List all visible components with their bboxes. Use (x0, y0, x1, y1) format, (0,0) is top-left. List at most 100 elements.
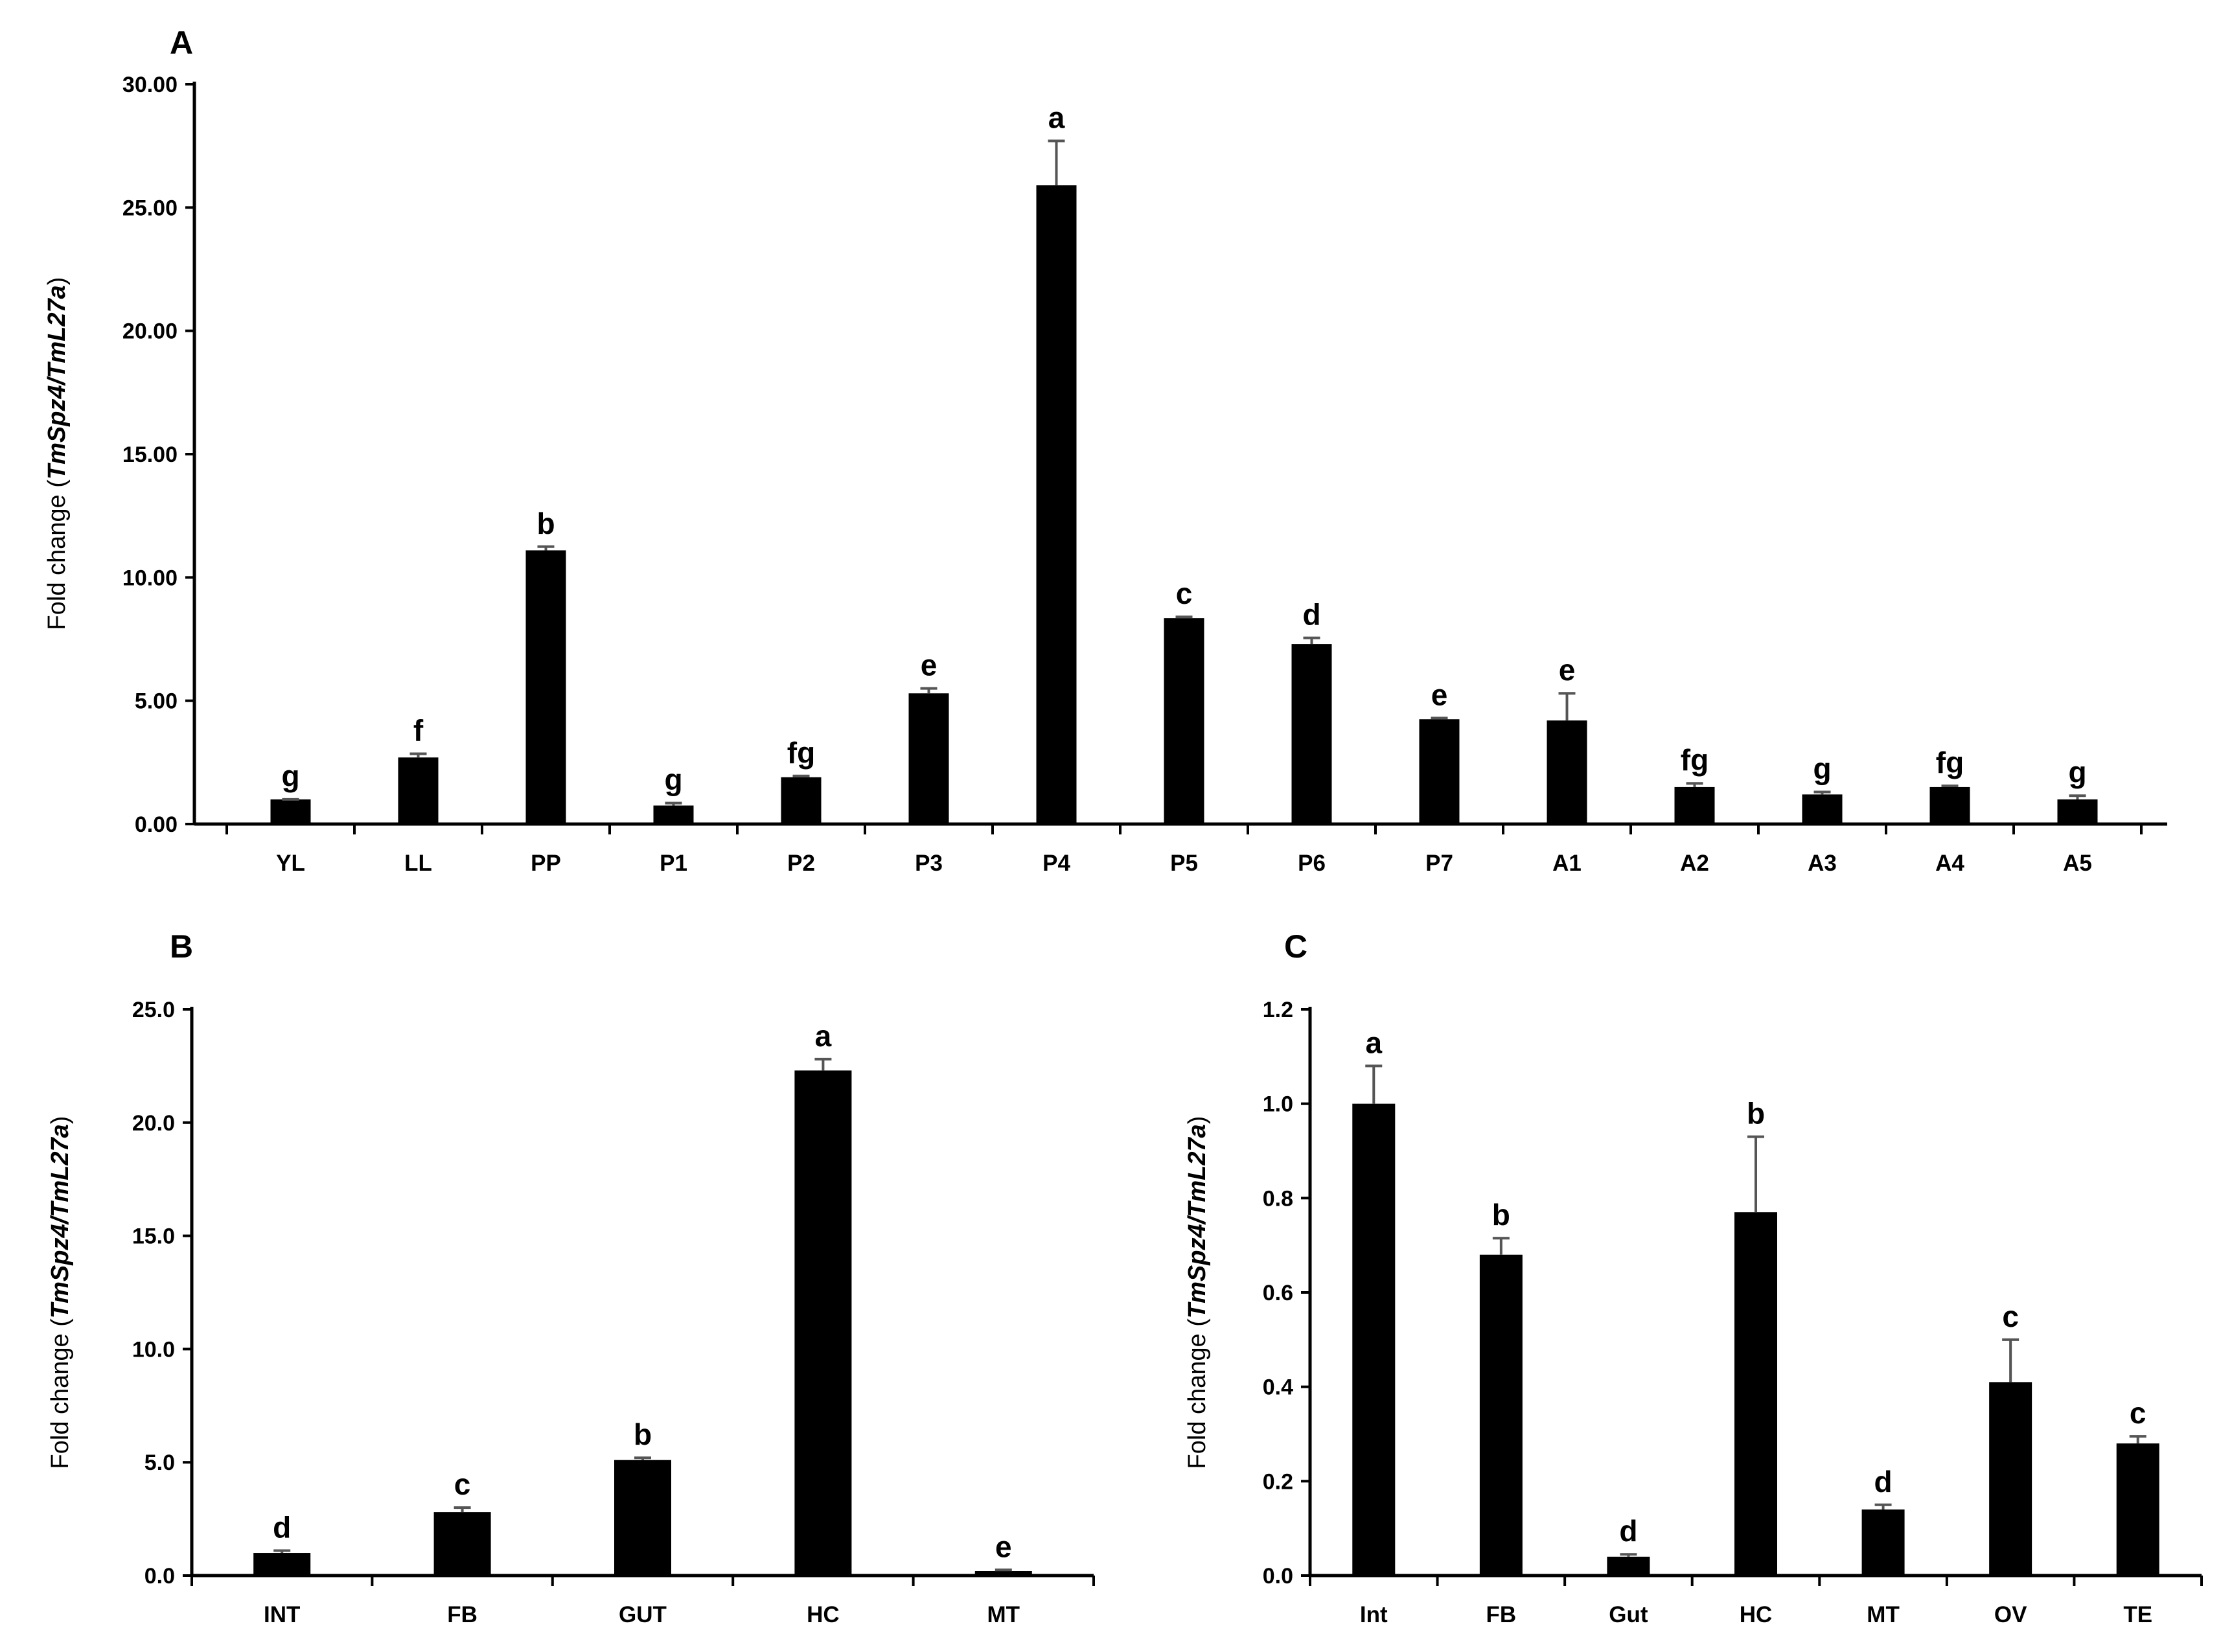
significance-letter: d (1874, 1465, 1893, 1498)
y-tick-label: 20.00 (122, 319, 178, 344)
bar-gut (614, 1460, 671, 1576)
y-tick-label: 30.00 (122, 73, 178, 97)
significance-letter: c (2002, 1300, 2019, 1333)
bar-a2 (1674, 786, 1715, 824)
x-category-label: A3 (1808, 851, 1837, 876)
significance-letter: b (536, 507, 555, 540)
significance-letter: fg (1936, 746, 1964, 779)
x-category-label: HC (807, 1602, 840, 1627)
bar-p1 (653, 805, 694, 824)
significance-letter: f (413, 714, 424, 748)
panel-letter: A (170, 25, 193, 61)
x-category-label: GUT (619, 1602, 667, 1627)
y-axis-title-suffix: ) (1184, 1116, 1211, 1125)
x-category-label: Gut (1609, 1602, 1648, 1627)
significance-letter: b (1747, 1097, 1765, 1130)
bar-a1 (1547, 720, 1587, 824)
y-tick-label: 0.2 (1263, 1469, 1293, 1494)
y-tick-label: 25.00 (122, 196, 178, 220)
x-category-label: P3 (915, 851, 943, 876)
x-category-label: A2 (1680, 851, 1709, 876)
y-axis-title-prefix: Fold change ( (47, 1318, 74, 1469)
bar-a4 (1929, 786, 1970, 824)
significance-letter: c (454, 1467, 471, 1501)
x-category-label: OV (1994, 1602, 2027, 1627)
bar-mt (1861, 1509, 1905, 1576)
x-category-label: P6 (1298, 851, 1326, 876)
x-category-label: P4 (1042, 851, 1070, 876)
bar-int (1352, 1103, 1396, 1576)
x-category-label: FB (1486, 1602, 1517, 1627)
x-category-label: HC (1740, 1602, 1773, 1627)
significance-letter: fg (1681, 743, 1709, 777)
significance-letter: g (281, 759, 299, 793)
y-axis-title: Fold change (TmSpz4/TmL27a) (47, 1116, 74, 1469)
bar-fb (433, 1512, 491, 1576)
y-tick-label: 0.8 (1263, 1186, 1293, 1211)
bar-hc (1734, 1212, 1777, 1576)
significance-letter: d (1619, 1514, 1637, 1548)
y-axis-title: Fold change (TmSpz4/TmL27a) (43, 277, 71, 630)
panel-letter: B (170, 928, 193, 965)
significance-letter: g (664, 763, 682, 797)
y-axis-title-suffix: ) (47, 1116, 74, 1125)
x-category-label: YL (276, 851, 305, 876)
significance-letter: a (1048, 101, 1065, 135)
significance-letter: a (1365, 1026, 1382, 1059)
y-tick-label: 0.0 (1263, 1564, 1293, 1589)
bar-p2 (781, 777, 822, 824)
bar-hc (794, 1070, 852, 1576)
significance-letter: e (1431, 678, 1448, 711)
significance-letter: fg (787, 736, 815, 770)
x-category-label: A4 (1935, 851, 1964, 876)
bar-ll (398, 757, 439, 824)
y-tick-label: 0.4 (1263, 1375, 1293, 1400)
x-category-label: P2 (787, 851, 815, 876)
significance-letter: b (1492, 1198, 1510, 1232)
y-tick-label: 15.0 (132, 1224, 175, 1249)
bar-yl (270, 799, 311, 824)
y-tick-label: 5.0 (144, 1451, 175, 1475)
x-category-label: MT (987, 1602, 1020, 1627)
panel-c-bar-chart: C Fold change (TmSpz4/TmL27a) 0.0 0.2 0.4 0.6… (1184, 928, 2203, 1627)
bar-p5 (1164, 618, 1204, 824)
y-axis-title-gene-ratio: TmSpz4/TmL27a (1184, 1124, 1211, 1318)
panel-a-bar-chart: A Fold change (TmSpz4/TmL27a) 0.00 5.00 10.0… (43, 25, 2167, 876)
bar-gut (1607, 1556, 1650, 1576)
bar-int (253, 1553, 311, 1576)
y-axis-title-suffix: ) (43, 277, 71, 286)
y-tick-label: 1.2 (1263, 998, 1293, 1022)
x-category-label: PP (531, 851, 561, 876)
y-tick-label: 25.0 (132, 998, 175, 1022)
x-category-label: Int (1360, 1602, 1388, 1627)
panel-letter: C (1284, 928, 1307, 965)
x-category-label: P5 (1170, 851, 1198, 876)
x-category-label: A5 (2063, 851, 2092, 876)
bar-p4 (1036, 185, 1077, 824)
y-tick-label: 20.0 (132, 1111, 175, 1136)
bar-p7 (1419, 719, 1460, 824)
x-category-label: P1 (660, 851, 687, 876)
bar-ov (1989, 1382, 2032, 1576)
y-tick-label: 0.00 (135, 812, 178, 837)
x-category-label: INT (264, 1602, 300, 1627)
significance-letter: d (273, 1511, 291, 1544)
significance-letter: g (2068, 755, 2086, 789)
y-axis-title-prefix: Fold change ( (43, 479, 71, 630)
bar-p3 (908, 693, 949, 824)
y-axis-title-gene-ratio: TmSpz4/TmL27a (47, 1124, 74, 1318)
panel-b-bar-chart: B Fold change (TmSpz4/TmL27a) 0.0 5.0 10.0 15… (47, 928, 1095, 1627)
bar-a5 (2057, 799, 2098, 824)
bar-fb (1479, 1254, 1523, 1576)
significance-letter: e (1559, 653, 1576, 687)
y-tick-label: 10.00 (122, 566, 178, 590)
y-tick-label: 5.00 (135, 689, 178, 714)
y-tick-label: 15.00 (122, 442, 178, 467)
bar-te (2116, 1443, 2159, 1576)
bar-mt (974, 1571, 1032, 1576)
significance-letter: g (1813, 752, 1831, 786)
significance-letter: e (995, 1530, 1012, 1563)
significance-letter: c (1176, 577, 1193, 610)
y-axis-title: Fold change (TmSpz4/TmL27a) (1184, 1116, 1211, 1469)
